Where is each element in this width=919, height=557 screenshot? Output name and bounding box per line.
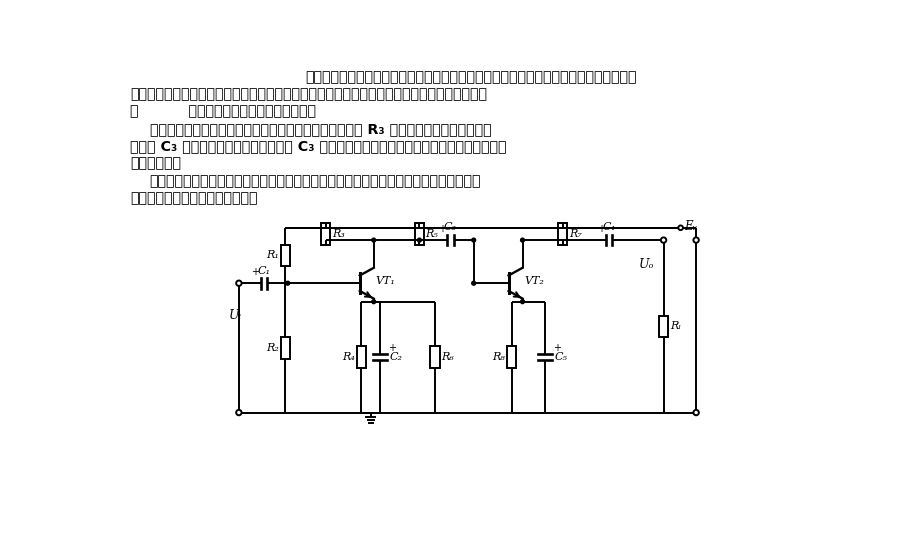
Text: VT₁: VT₁: [375, 276, 395, 286]
Circle shape: [661, 237, 666, 243]
Text: Uᵢ: Uᵢ: [229, 309, 242, 322]
Bar: [321, 223, 330, 245]
Text: R₆: R₆: [441, 352, 454, 362]
Text: R₈: R₈: [493, 352, 505, 362]
Circle shape: [694, 237, 698, 243]
Bar: [280, 337, 290, 359]
Text: 阵容耦合放大电路的缺点是放大电路前后级之间的阵抗常常不匹配，信号传递损失较大。: 阵容耦合放大电路的缺点是放大电路前后级之间的阵抗常常不匹配，信号传递损失较大。: [150, 174, 482, 188]
Text: +: +: [437, 224, 446, 234]
Text: Rₗ: Rₗ: [670, 321, 681, 331]
Text: +: +: [251, 267, 259, 277]
Text: 在多级放大电路中，前级的电信号通过电阵、电容加到后级的电路，就称为阵容耦合放大: 在多级放大电路中，前级的电信号通过电阵、电容加到后级的电路，就称为阵容耦合放大: [305, 71, 636, 85]
Text: 但在小信号应用时，这并不重要。: 但在小信号应用时，这并不重要。: [130, 190, 258, 205]
Circle shape: [417, 238, 422, 242]
Text: R₄: R₄: [342, 352, 355, 362]
Bar: [558, 223, 567, 245]
Circle shape: [678, 226, 683, 230]
Text: Uₒ: Uₒ: [639, 258, 654, 271]
Text: C₁: C₁: [257, 266, 270, 276]
Text: VT₂: VT₂: [524, 276, 544, 286]
Text: 图          所示的是两级阵容耦合放大电路。: 图 所示的是两级阵容耦合放大电路。: [130, 105, 316, 119]
Text: +: +: [552, 343, 561, 353]
Text: +: +: [596, 224, 605, 234]
Text: R₂: R₂: [267, 343, 279, 353]
Text: 互不干扰的。: 互不干扰的。: [130, 156, 181, 170]
Text: +: +: [388, 343, 396, 353]
Circle shape: [471, 281, 476, 285]
Circle shape: [520, 300, 525, 304]
Circle shape: [286, 281, 289, 285]
Circle shape: [372, 238, 376, 242]
Bar: [414, 223, 424, 245]
Text: C₅: C₅: [554, 352, 567, 362]
Text: 合电容 C₃ 加到下一级的输入端。由于有 C₃ 的隔直作用，所以两级的静态工作点是完全独立、: 合电容 C₃ 加到下一级的输入端。由于有 C₃ 的隔直作用，所以两级的静态工作点…: [130, 139, 507, 153]
Text: R₁: R₁: [267, 251, 279, 261]
Text: R₃: R₃: [332, 229, 345, 239]
Text: R₇: R₇: [569, 229, 582, 239]
Circle shape: [372, 300, 376, 304]
Circle shape: [236, 410, 242, 416]
Text: Eᵤ: Eᵤ: [685, 221, 698, 233]
Bar: [507, 346, 516, 368]
Circle shape: [236, 281, 242, 286]
Text: R₅: R₅: [425, 229, 438, 239]
Circle shape: [694, 410, 698, 416]
Text: 电路。它具有电路简单、体积小、价格便宜、频率特性好等优点，是广泛应用的基本单元电路。: 电路。它具有电路简单、体积小、价格便宜、频率特性好等优点，是广泛应用的基本单元电…: [130, 87, 487, 101]
Text: C₃: C₃: [444, 222, 457, 232]
Text: 输入信号经第一级半导体三极管放大后，通过集电极电阵 R₃ 形成输出信号电压，再经耦: 输入信号经第一级半导体三极管放大后，通过集电极电阵 R₃ 形成输出信号电压，再经…: [150, 122, 492, 136]
Text: C₄: C₄: [603, 222, 616, 232]
Bar: [280, 245, 290, 266]
Bar: [357, 346, 366, 368]
Bar: [659, 316, 668, 337]
Text: C₂: C₂: [390, 352, 403, 362]
Circle shape: [520, 238, 525, 242]
Circle shape: [471, 238, 476, 242]
Bar: [430, 346, 439, 368]
